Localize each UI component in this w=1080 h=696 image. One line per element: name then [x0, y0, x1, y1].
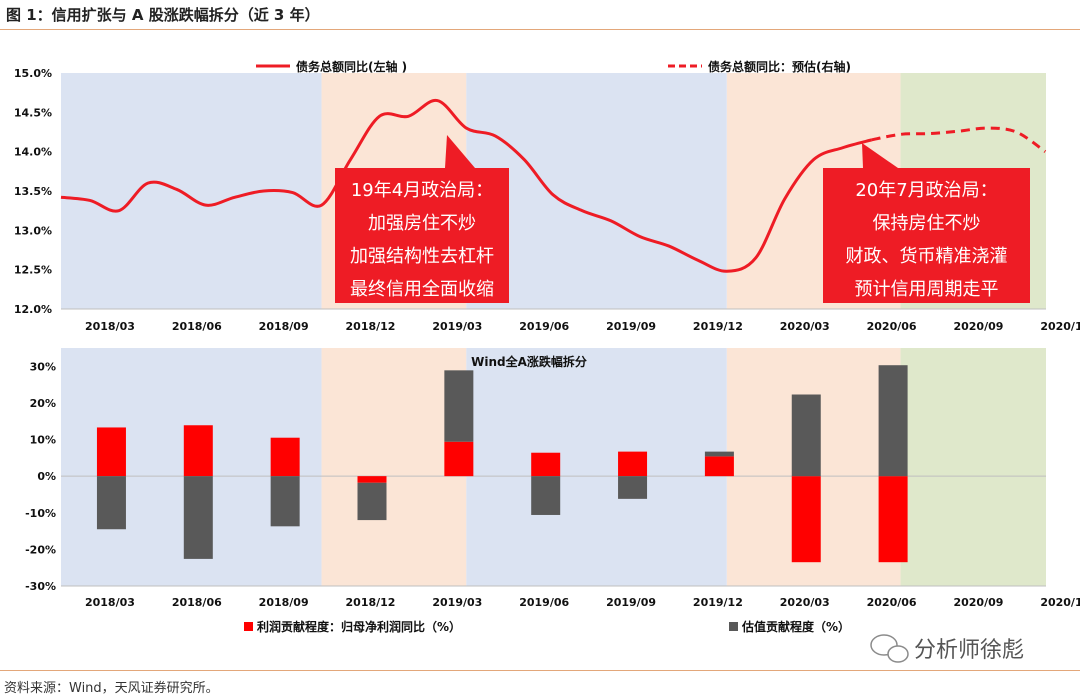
combined-chart: 12.0% 12.5% 13.0% 13.5% 14.0% 14.5% 15.0% -30% -… [14, 59, 1080, 663]
debt-series-line [60, 99, 872, 273]
line-x-tick-label: 2019/12 [693, 320, 743, 333]
callout-text: 20年7月政治局： [855, 180, 997, 201]
callout-text: 最终信用全面收缩 [350, 279, 494, 300]
legend-swatch-profit [244, 622, 253, 631]
watermark-bubble-icon [870, 634, 898, 656]
line-x-tick-label: 2018/09 [259, 320, 309, 333]
line-y-tick-label: 14.5% [14, 106, 52, 119]
valuation-contribution-bar [96, 476, 126, 530]
bar-x-tick-label: 2019/06 [519, 596, 569, 609]
profit-contribution-bar [357, 476, 387, 483]
valuation-contribution-bar [270, 476, 300, 527]
profit-contribution-bar [444, 441, 474, 477]
profit-contribution-bar [618, 451, 648, 477]
watermark-bubble-icon [887, 645, 909, 663]
bar-x-tick-label: 2020/09 [953, 596, 1003, 609]
figure-title: 图 1：信用扩张与 A 股涨跌幅拆分（近 3 年） [6, 6, 320, 24]
line-x-tick-label: 2018/06 [172, 320, 222, 333]
bar-x-tick-label: 2020/06 [867, 596, 917, 609]
line-y-tick-label: 12.0% [14, 303, 52, 316]
top-rule [0, 29, 1080, 30]
line-x-tick-label: 2020/12 [1040, 320, 1080, 333]
callout-text: 加强结构性去杠杆 [350, 246, 494, 267]
valuation-contribution-bar [704, 451, 734, 457]
valuation-contribution-bar [531, 476, 561, 515]
line-x-tick-label: 2019/09 [606, 320, 656, 333]
source-note: 资料来源：Wind，天风证券研究所。 [4, 681, 219, 696]
bar-x-tick-label: 2020/03 [780, 596, 830, 609]
valuation-contribution-bar [618, 476, 648, 499]
line-x-tick-label: 2019/03 [432, 320, 482, 333]
period-band [466, 73, 727, 309]
bar-x-tick-label: 2019/09 [606, 596, 656, 609]
profit-contribution-bar [704, 456, 734, 477]
legend-label-forecast: 债务总额同比：预估(右轴) [708, 59, 851, 74]
period-band [321, 348, 467, 586]
valuation-contribution-bar [878, 365, 908, 477]
line-y-tick-label: 14.0% [14, 146, 52, 159]
callout-text: 预计信用周期走平 [855, 279, 999, 300]
profit-contribution-bar [183, 425, 213, 477]
profit-contribution-bar [96, 427, 126, 477]
period-band [466, 348, 727, 586]
callout-box [335, 168, 509, 303]
callout-text: 19年4月政治局： [351, 180, 493, 201]
watermark-logo-icon [870, 634, 909, 663]
bar-x-tick-label: 2019/03 [432, 596, 482, 609]
callout-pointer [445, 135, 475, 168]
bar-x-tick-label: 2018/12 [346, 596, 396, 609]
bar-x-tick-label: 2019/12 [693, 596, 743, 609]
line-x-tick-label: 2020/09 [953, 320, 1003, 333]
line-x-tick-label: 2018/12 [346, 320, 396, 333]
callout-box [823, 168, 1030, 303]
bar-x-tick-label: 2018/09 [259, 596, 309, 609]
profit-contribution-bar [531, 452, 561, 477]
valuation-contribution-bar [444, 370, 474, 442]
valuation-contribution-bar [791, 394, 821, 477]
bar-x-tick-label: 2018/03 [85, 596, 135, 609]
callout-text: 保持房住不炒 [873, 213, 981, 234]
valuation-contribution-bar [357, 482, 387, 521]
line-x-tick-label: 2020/06 [867, 320, 917, 333]
callout-text: 加强房住不炒 [368, 213, 476, 234]
bar-y-tick-label: 30% [30, 360, 56, 373]
valuation-contribution-bar [183, 476, 213, 559]
bar-y-tick-label: -20% [25, 543, 56, 556]
line-y-tick-label: 13.0% [14, 224, 52, 237]
bar-y-tick-label: -30% [25, 580, 56, 593]
profit-contribution-bar [270, 437, 300, 477]
callout-text: 财政、货币精准浇灌 [846, 246, 1008, 267]
line-y-tick-label: 12.5% [14, 264, 52, 277]
line-x-tick-label: 2018/03 [85, 320, 135, 333]
bar-x-tick-label: 2018/06 [172, 596, 222, 609]
bar-y-tick-label: 20% [30, 397, 56, 410]
line-x-tick-label: 2020/03 [780, 320, 830, 333]
legend-label-valuation: 估值贡献程度（%） [741, 619, 850, 634]
profit-contribution-bar [791, 476, 821, 563]
legend-swatch-valuation [729, 622, 738, 631]
legend-label-profit: 利润贡献程度：归母净利润同比（%） [257, 619, 461, 634]
bottom-rule [0, 670, 1080, 671]
watermark-text: 分析师徐彪 [914, 638, 1024, 663]
bar-y-tick-label: 0% [37, 470, 56, 483]
line-y-tick-label: 13.5% [14, 185, 52, 198]
line-x-tick-label: 2019/06 [519, 320, 569, 333]
callout-pointer [862, 143, 898, 168]
bar-y-tick-label: -10% [25, 507, 56, 520]
line-y-tick-label: 15.0% [14, 67, 52, 80]
profit-contribution-bar [878, 476, 908, 563]
bar-y-tick-label: 10% [30, 434, 56, 447]
legend-label-debt: 债务总额同比(左轴 ) [296, 59, 407, 74]
period-band [900, 348, 1046, 586]
bar-x-tick-label: 2020/12 [1040, 596, 1080, 609]
bar-chart-title: Wind全A涨跌幅拆分 [471, 354, 587, 369]
